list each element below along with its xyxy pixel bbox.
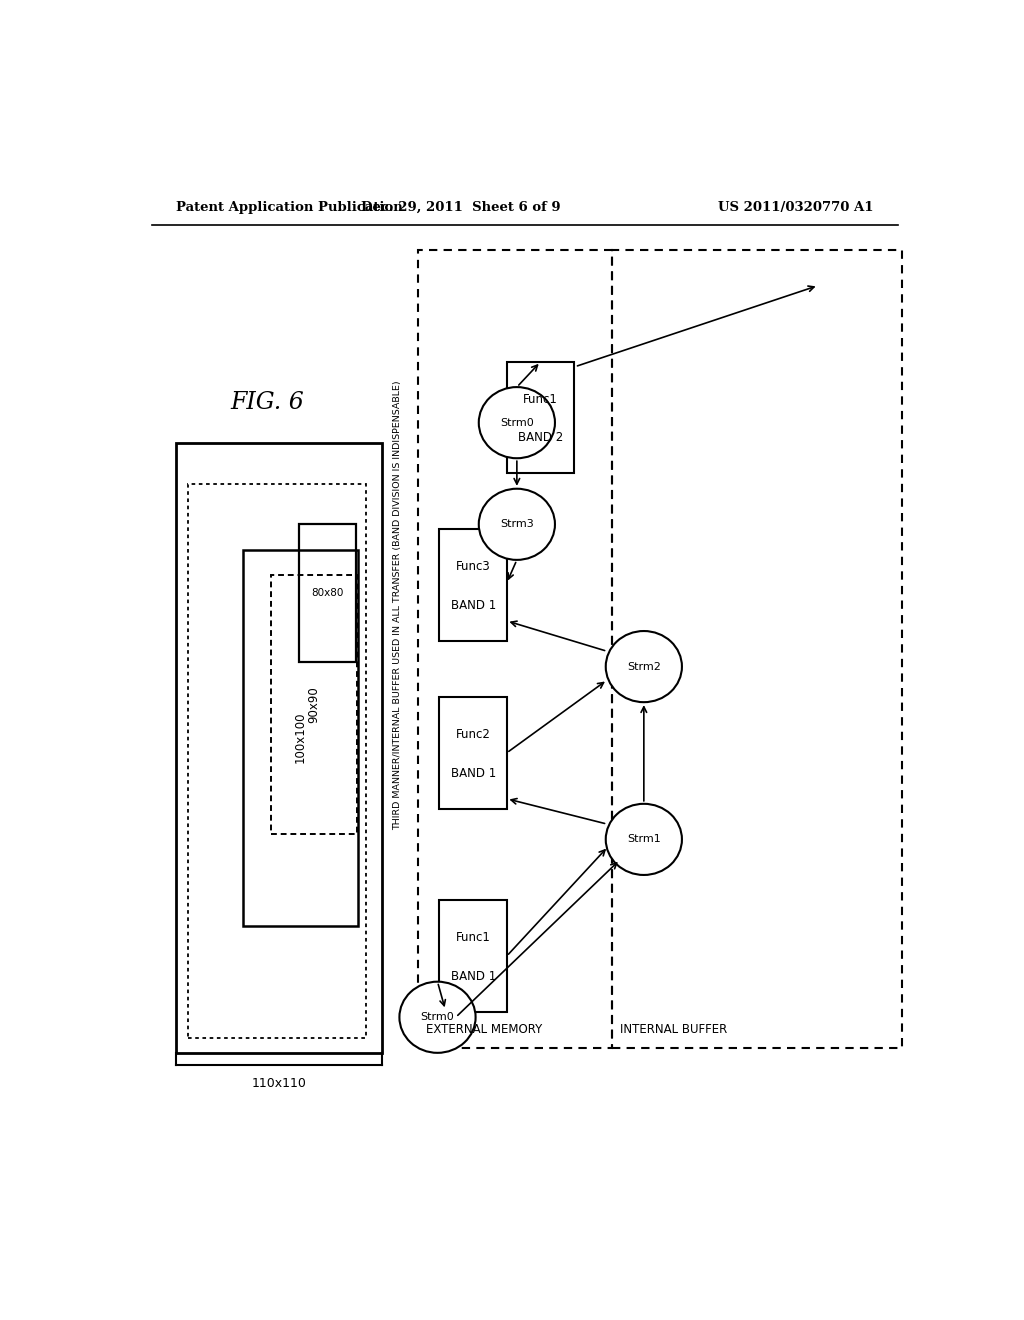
Bar — [439, 529, 507, 642]
Bar — [270, 576, 356, 834]
Text: Strm2: Strm2 — [627, 661, 660, 672]
Bar — [187, 483, 366, 1038]
Text: BAND 1: BAND 1 — [451, 599, 496, 612]
Ellipse shape — [606, 631, 682, 702]
Text: 90x90: 90x90 — [307, 686, 321, 723]
Bar — [299, 524, 355, 661]
Ellipse shape — [479, 488, 555, 560]
Text: 100x100: 100x100 — [294, 711, 307, 763]
Bar — [418, 249, 612, 1048]
Text: BAND 1: BAND 1 — [451, 970, 496, 983]
Text: FIG. 6: FIG. 6 — [230, 391, 304, 414]
Text: 80x80: 80x80 — [311, 587, 343, 598]
Text: THIRD MANNER/INTERNAL BUFFER USED IN ALL TRANSFER (BAND DIVISION IS INDISPENSABL: THIRD MANNER/INTERNAL BUFFER USED IN ALL… — [393, 380, 402, 830]
Text: US 2011/0320770 A1: US 2011/0320770 A1 — [719, 201, 873, 214]
Text: Strm0: Strm0 — [421, 1012, 455, 1022]
Text: EXTERNAL MEMORY: EXTERNAL MEMORY — [426, 1023, 542, 1036]
Text: 110x110: 110x110 — [251, 1077, 306, 1090]
Ellipse shape — [399, 982, 475, 1053]
Bar — [439, 697, 507, 809]
Bar — [612, 249, 902, 1048]
Text: BAND 2: BAND 2 — [518, 432, 563, 445]
Text: BAND 1: BAND 1 — [451, 767, 496, 780]
Bar — [507, 362, 574, 474]
Bar — [439, 900, 507, 1012]
Text: Func1: Func1 — [456, 932, 490, 945]
Text: Dec. 29, 2011  Sheet 6 of 9: Dec. 29, 2011 Sheet 6 of 9 — [361, 201, 561, 214]
Text: Func1: Func1 — [523, 393, 558, 405]
Bar — [176, 444, 382, 1053]
Text: Strm0: Strm0 — [500, 417, 534, 428]
Text: Func3: Func3 — [456, 561, 490, 573]
Bar — [243, 549, 358, 925]
Text: Patent Application Publication: Patent Application Publication — [176, 201, 402, 214]
Ellipse shape — [606, 804, 682, 875]
Text: Func2: Func2 — [456, 729, 490, 742]
Text: INTERNAL BUFFER: INTERNAL BUFFER — [620, 1023, 727, 1036]
Text: Strm1: Strm1 — [627, 834, 660, 845]
Text: Strm3: Strm3 — [500, 519, 534, 529]
Ellipse shape — [479, 387, 555, 458]
